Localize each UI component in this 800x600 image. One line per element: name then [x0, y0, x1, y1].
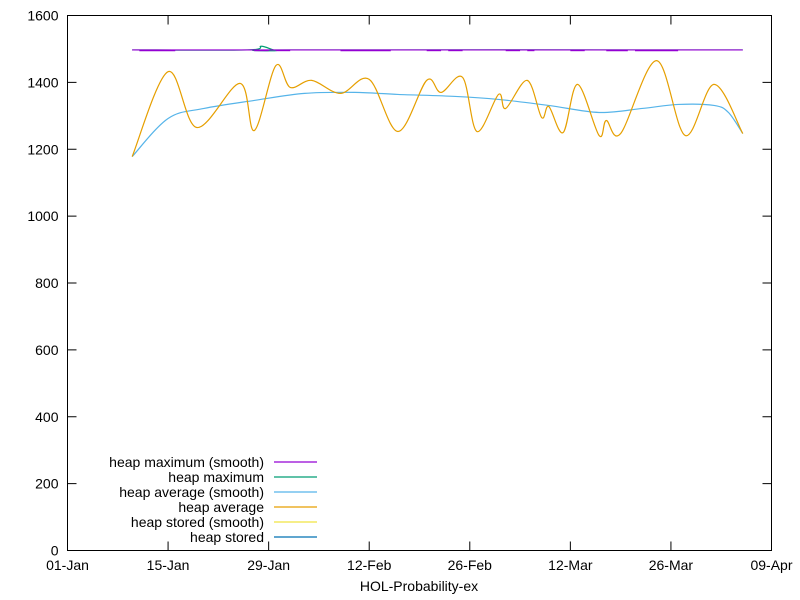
legend-label: heap maximum (smooth) — [109, 454, 264, 470]
x-axis: 01-Jan 15-Jan 29-Jan 12-Feb 26-Feb 12-Mar 26-M… — [46, 15, 793, 573]
y-axis: 0 200 400 600 800 1000 1200 1400 1600 — [27, 8, 772, 559]
series-group — [131, 45, 744, 158]
legend-label: heap stored (smooth) — [131, 514, 264, 530]
series-heap-average-line — [131, 60, 744, 157]
y-tick-label: 1200 — [27, 141, 58, 157]
y-tick-label: 0 — [51, 543, 59, 559]
y-tick-label: 800 — [35, 275, 59, 291]
legend-label: heap stored — [190, 529, 264, 545]
x-tick-label: 29-Jan — [247, 557, 290, 573]
legend-label: heap maximum — [168, 469, 264, 485]
x-tick-label: 12-Feb — [347, 557, 392, 573]
legend-label: heap average (smooth) — [119, 484, 264, 500]
y-tick-label: 600 — [35, 342, 59, 358]
legend-label: heap average — [178, 499, 264, 515]
y-tick-label: 1400 — [27, 74, 58, 90]
x-tick-label: 01-Jan — [46, 557, 89, 573]
y-tick-label: 400 — [35, 409, 59, 425]
series-heap-average-smooth-line — [131, 91, 744, 158]
x-axis-label: HOL-Probability-ex — [360, 578, 478, 594]
x-tick-label: 26-Feb — [448, 557, 493, 573]
y-tick-label: 1600 — [27, 8, 58, 24]
x-tick-label: 26-Mar — [649, 557, 694, 573]
y-tick-label: 200 — [35, 476, 59, 492]
x-tick-label: 15-Jan — [147, 557, 190, 573]
x-tick-label: 12-Mar — [548, 557, 593, 573]
y-tick-label: 1000 — [27, 208, 58, 224]
x-tick-label: 09-Apr — [750, 557, 792, 573]
